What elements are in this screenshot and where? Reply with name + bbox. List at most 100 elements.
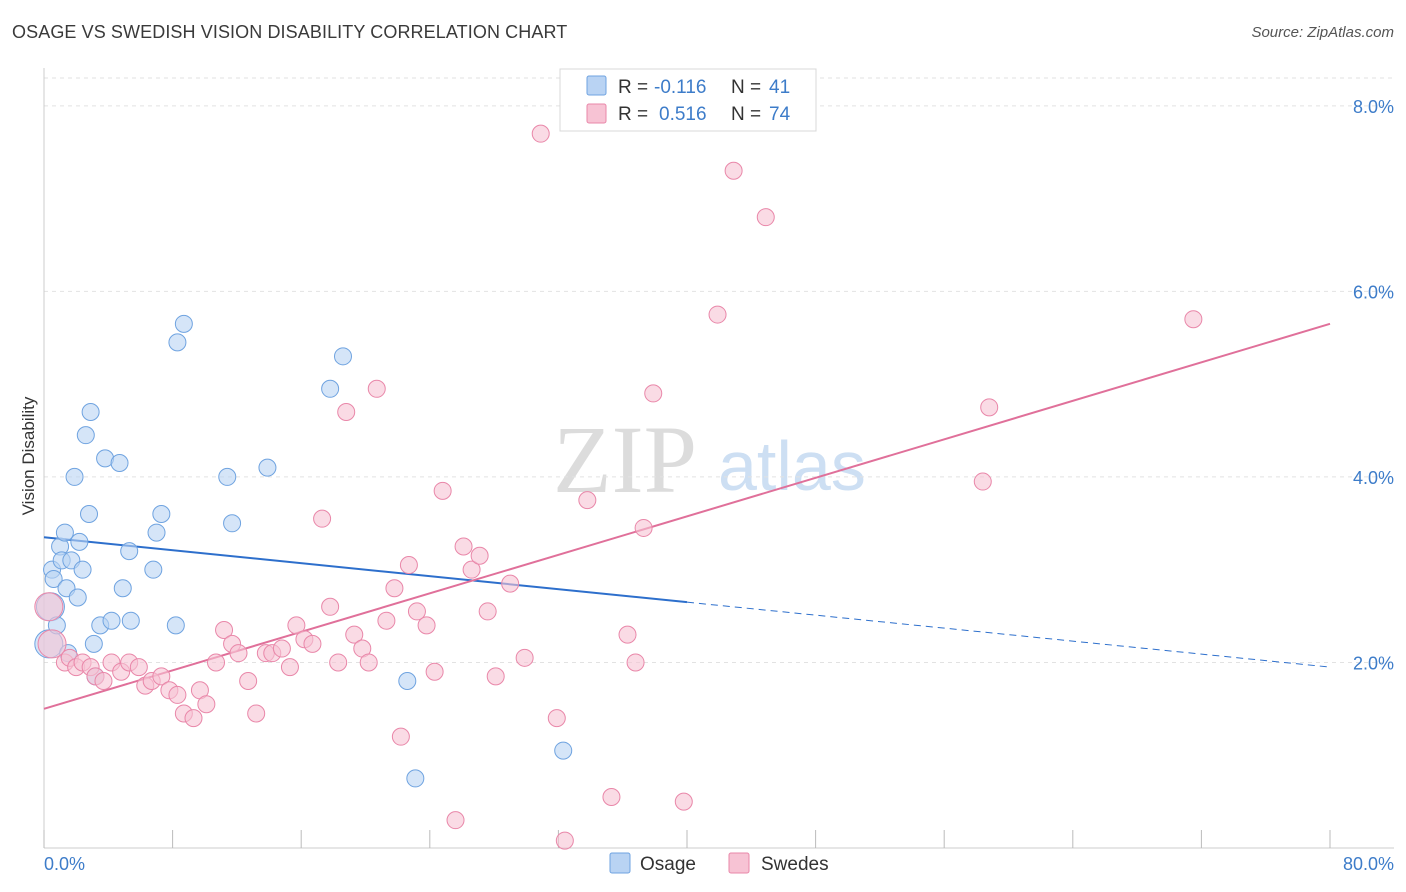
legend-n-value: 41 [769, 77, 790, 98]
osage-trendline [43, 536, 688, 604]
legend-r-label: R = [618, 104, 648, 125]
y-tick-label: 4.0% [1353, 468, 1394, 488]
swedes-point [602, 787, 621, 806]
swedes-point [1184, 310, 1203, 329]
swedes-point [501, 574, 520, 593]
swedes-point [287, 616, 306, 635]
osage-point [147, 523, 166, 542]
legend-r-value: -0.116 [654, 77, 706, 98]
watermark-zip: ZIP [553, 406, 697, 513]
swedes-point [385, 579, 404, 598]
osage-trendline-extension [686, 601, 1331, 668]
swedes-point [478, 602, 497, 621]
osage-point [84, 634, 103, 653]
axes [43, 68, 1394, 849]
osage-point [174, 314, 193, 333]
swedes-point [129, 658, 148, 677]
osage-point [80, 505, 99, 524]
swedes-point [433, 481, 452, 500]
osage-point [110, 454, 129, 472]
swedes-point [486, 667, 505, 686]
osage-point [102, 611, 121, 630]
legend-n-label: N = [731, 104, 761, 125]
legend-swatch-osage [609, 852, 631, 874]
swedes-point [531, 124, 550, 143]
swedes-point [337, 402, 356, 421]
swedes-point [377, 611, 396, 630]
swedes-point [37, 629, 67, 659]
gridlines [44, 77, 1394, 663]
y-tick-labels: 2.0% 4.0% 6.0% 8.0% [1353, 97, 1394, 674]
legend-r-value: 0.516 [659, 104, 707, 125]
swedes-point [215, 620, 234, 639]
osage-point [76, 426, 95, 445]
osage-point [68, 588, 87, 607]
legend-label-swedes: Swedes [761, 854, 829, 875]
swedes-point [391, 727, 410, 746]
swedes-point [708, 305, 727, 324]
osage-point [73, 560, 92, 579]
swedes-point [425, 662, 444, 681]
swedes-point [34, 592, 64, 622]
osage-point [166, 616, 185, 635]
swedes-point [207, 653, 226, 672]
osage-point [398, 672, 417, 691]
osage-point [144, 560, 163, 579]
chart-title: OSAGE VS SWEDISH VISION DISABILITY CORRE… [12, 22, 568, 42]
swedes-point [756, 208, 775, 227]
correlation-legend: R = -0.116 N = 41 R = 0.516 N = 74 [559, 68, 817, 132]
osage-point [321, 379, 340, 398]
legend-label-osage: Osage [640, 854, 696, 875]
osage-point [406, 769, 425, 788]
osage-point [554, 741, 573, 760]
swedes-point [407, 602, 426, 621]
swedes-point [462, 560, 481, 579]
osage-point [152, 505, 171, 524]
osage-point [333, 347, 352, 366]
trendlines [43, 322, 1331, 710]
x-tick-label: 0.0% [44, 854, 85, 874]
osage-point [113, 579, 132, 598]
swedes-point [547, 709, 566, 728]
osage-point [218, 467, 237, 486]
swedes-point [247, 704, 266, 723]
swedes-point [454, 537, 473, 556]
swedes-point [329, 653, 348, 672]
y-tick-label: 8.0% [1353, 97, 1394, 117]
swedes-point [272, 639, 291, 658]
swedes-point [973, 472, 992, 491]
swedes-point [313, 509, 332, 528]
series-legend: Osage Swedes [609, 852, 829, 875]
swedes-point [229, 644, 248, 663]
legend-n-value: 74 [769, 104, 791, 125]
watermark-atlas: atlas [718, 427, 866, 505]
swedes-point [417, 616, 436, 635]
x-tick-labels: 0.0% 80.0% [44, 854, 1394, 874]
swedes-point [303, 634, 322, 653]
swedes-point [168, 685, 187, 704]
osage-point [120, 542, 139, 561]
swedes-point [367, 379, 386, 398]
data-points [34, 124, 1203, 850]
osage-point [121, 611, 140, 630]
legend-swatch-swedes [728, 852, 750, 874]
swedes-trendline [43, 322, 1331, 710]
swedes-point [280, 658, 299, 677]
osage-point [168, 333, 187, 352]
osage-point [81, 402, 100, 421]
swedes-point [359, 653, 378, 672]
legend-r-label: R = [618, 77, 648, 98]
x-tick-label: 80.0% [1343, 854, 1394, 874]
y-tick-label: 6.0% [1353, 282, 1394, 302]
swedes-point [674, 792, 693, 811]
legend-swatch-osage [586, 75, 607, 96]
swedes-point [239, 672, 258, 691]
swedes-point [578, 491, 597, 510]
swedes-point [555, 831, 574, 850]
osage-point [70, 532, 89, 551]
legend-swatch-swedes [586, 103, 607, 124]
swedes-point [197, 695, 216, 714]
osage-point [223, 514, 242, 533]
y-axis-label: Vision Disability [19, 396, 38, 515]
